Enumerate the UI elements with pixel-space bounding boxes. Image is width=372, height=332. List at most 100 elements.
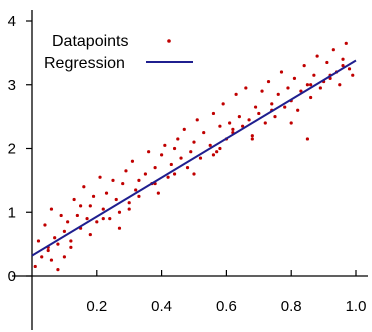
legend-label-datapoints: Datapoints <box>52 33 129 50</box>
datapoint <box>66 220 70 224</box>
datapoint <box>305 83 309 87</box>
datapoint <box>305 137 309 141</box>
datapoint <box>189 150 193 154</box>
datapoint <box>127 207 131 211</box>
datapoint <box>202 130 206 135</box>
datapoint <box>59 213 63 218</box>
datapoint <box>309 83 313 87</box>
datapoints-series <box>33 41 355 272</box>
datapoint <box>88 204 92 208</box>
datapoint <box>156 191 160 195</box>
datapoint <box>292 76 297 80</box>
datapoint <box>69 245 73 249</box>
datapoint <box>160 153 164 157</box>
datapoint <box>95 220 99 224</box>
axes <box>12 10 368 330</box>
datapoint <box>276 92 280 96</box>
datapoint <box>121 181 125 186</box>
datapoint <box>124 169 128 173</box>
legend-marker-datapoints <box>167 39 171 43</box>
y-tick-label: 0 <box>8 268 16 285</box>
datapoint <box>101 217 105 221</box>
datapoint <box>283 105 287 109</box>
datapoint <box>98 175 102 179</box>
datapoint <box>185 166 190 170</box>
datapoint <box>169 162 173 167</box>
datapoint <box>79 204 83 208</box>
datapoint <box>153 166 157 170</box>
y-tick-label: 2 <box>8 141 16 158</box>
datapoint <box>62 229 66 233</box>
datapoint <box>231 127 235 131</box>
legend-label-regression: Regression <box>44 55 125 72</box>
datapoint <box>198 156 203 160</box>
datapoint <box>250 137 254 141</box>
datapoint <box>309 95 313 100</box>
y-tick-label: 3 <box>8 77 16 94</box>
datapoint <box>114 197 118 202</box>
datapoint <box>82 185 86 189</box>
datapoint <box>312 73 316 77</box>
datapoint <box>179 156 183 160</box>
datapoint <box>218 146 222 151</box>
regression-series <box>31 59 357 257</box>
datapoint <box>56 268 60 272</box>
datapoint <box>56 242 60 246</box>
datapoint <box>85 217 89 221</box>
datapoint <box>33 264 37 269</box>
datapoint <box>49 258 54 262</box>
datapoint <box>351 73 355 77</box>
datapoint <box>117 210 122 214</box>
datapoint <box>75 213 79 218</box>
datapoint <box>344 41 348 45</box>
datapoint <box>347 67 352 71</box>
y-tick-label: 4 <box>8 13 16 30</box>
datapoint <box>341 64 345 68</box>
datapoint <box>137 178 141 182</box>
datapoint <box>218 124 222 128</box>
x-tick-label: 0.8 <box>281 298 302 315</box>
datapoint <box>208 143 212 147</box>
regression-line <box>31 59 357 257</box>
datapoint <box>53 236 57 240</box>
x-tick-label: 0.4 <box>151 298 172 315</box>
datapoint <box>49 207 54 211</box>
datapoint <box>250 134 254 138</box>
datapoint <box>111 178 115 182</box>
datapoint <box>192 140 196 144</box>
datapoint <box>172 172 177 176</box>
datapoint <box>228 121 232 125</box>
datapoint <box>46 248 50 253</box>
datapoint <box>237 115 241 119</box>
datapoint <box>279 70 284 74</box>
datapoint <box>108 217 112 221</box>
datapoint <box>211 153 216 157</box>
datapoint <box>253 105 258 109</box>
datapoint <box>134 188 138 192</box>
datapoint <box>40 255 44 259</box>
datapoint <box>88 232 92 237</box>
datapoint <box>163 143 167 147</box>
datapoint <box>211 111 216 116</box>
datapoint <box>257 111 261 116</box>
datapoint <box>215 150 219 154</box>
datapoint <box>338 83 342 87</box>
legend: Datapoints Regression <box>44 33 193 72</box>
datapoint <box>286 86 290 90</box>
y-ticks: 0 1 2 3 4 <box>8 13 32 285</box>
datapoint <box>104 191 109 195</box>
datapoint <box>143 172 147 176</box>
datapoint <box>182 127 186 131</box>
x-tick-label: 0.2 <box>86 298 107 315</box>
datapoint <box>273 115 277 119</box>
datapoint <box>101 207 105 211</box>
datapoint <box>166 175 170 179</box>
datapoint <box>296 108 300 112</box>
x-tick-label: 0.6 <box>216 298 237 315</box>
x-tick-label: 1.0 <box>346 298 367 315</box>
datapoint <box>241 124 245 128</box>
datapoint <box>247 118 251 122</box>
datapoint <box>137 194 141 198</box>
datapoint <box>266 79 271 84</box>
